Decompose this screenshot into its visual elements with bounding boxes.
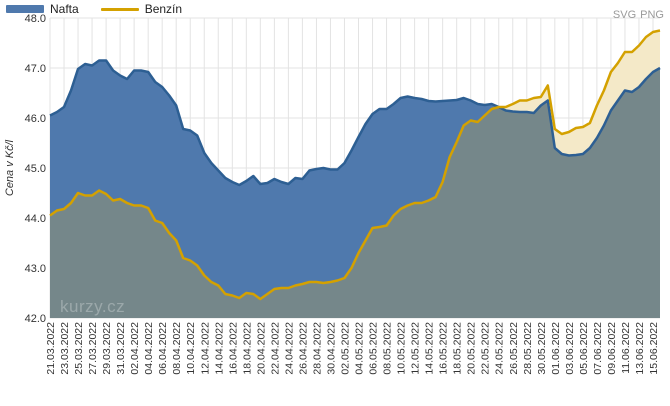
x-tick-label: 29.03.2022 bbox=[101, 322, 113, 375]
x-tick-label: 15.06.2022 bbox=[648, 322, 660, 375]
export-svg-link[interactable]: SVG bbox=[612, 9, 637, 21]
y-tick-label: 46.0 bbox=[25, 113, 46, 125]
benzin-line bbox=[49, 29, 661, 301]
x-tick-label: 30.05.2022 bbox=[536, 322, 548, 375]
x-tick-label: 28.04.2022 bbox=[311, 322, 323, 375]
legend-label-nafta: Nafta bbox=[50, 2, 79, 16]
x-tick-label: 23.03.2022 bbox=[59, 322, 71, 375]
chart-legend: Nafta Benzín bbox=[6, 2, 182, 16]
x-tick-label: 04.05.2022 bbox=[354, 322, 366, 375]
x-tick-label: 22.04.2022 bbox=[269, 322, 281, 375]
x-tick-label: 03.06.2022 bbox=[564, 322, 576, 375]
x-tick-label: 22.05.2022 bbox=[480, 322, 492, 375]
x-tick-label: 26.05.2022 bbox=[508, 322, 520, 375]
x-tick-label: 04.04.2022 bbox=[143, 322, 155, 375]
x-tick-label: 20.05.2022 bbox=[466, 322, 478, 375]
y-tick-label: 45.0 bbox=[25, 163, 46, 175]
y-tick-label: 43.0 bbox=[25, 263, 46, 275]
watermark-logo: kurzy.cz bbox=[60, 297, 125, 316]
x-tick-label: 26.04.2022 bbox=[297, 322, 309, 375]
x-tick-label: 05.06.2022 bbox=[578, 322, 590, 375]
x-tick-label: 12.05.2022 bbox=[410, 322, 422, 375]
legend-label-benzin: Benzín bbox=[144, 2, 183, 16]
x-tick-label: 10.04.2022 bbox=[185, 322, 197, 375]
benzin-swatch-icon bbox=[100, 7, 139, 11]
series-lines bbox=[49, 29, 661, 301]
y-tick-label: 42.0 bbox=[25, 313, 46, 325]
nafta-swatch-icon bbox=[6, 5, 44, 13]
x-tick-label: 02.04.2022 bbox=[129, 322, 141, 375]
x-tick-label: 24.04.2022 bbox=[283, 322, 295, 375]
y-tick-label: 47.0 bbox=[25, 63, 46, 75]
x-tick-label: 01.06.2022 bbox=[550, 322, 562, 375]
export-links: SVG PNG bbox=[613, 9, 664, 21]
x-tick-label: 08.04.2022 bbox=[171, 322, 183, 375]
x-tick-label: 09.06.2022 bbox=[606, 322, 618, 375]
x-tick-label: 24.05.2022 bbox=[494, 322, 506, 375]
x-tick-label: 20.04.2022 bbox=[255, 322, 267, 375]
x-tick-label: 07.06.2022 bbox=[592, 322, 604, 375]
x-tick-label: 16.05.2022 bbox=[438, 322, 450, 375]
legend-item-benzin[interactable]: Benzín bbox=[100, 2, 183, 16]
x-tick-label: 16.04.2022 bbox=[227, 322, 239, 375]
x-tick-label: 27.03.2022 bbox=[87, 322, 99, 375]
y-tick-label: 48.0 bbox=[25, 13, 46, 25]
x-tick-label: 06.05.2022 bbox=[368, 322, 380, 375]
x-tick-label: 02.05.2022 bbox=[340, 322, 352, 375]
x-tick-label: 28.05.2022 bbox=[522, 322, 534, 375]
y-axis-label: Cena v Kč/l bbox=[4, 139, 16, 196]
overlap-area bbox=[50, 68, 660, 318]
x-tick-label: 11.06.2022 bbox=[620, 322, 632, 374]
x-tick-label: 18.05.2022 bbox=[452, 322, 464, 375]
x-tick-label: 08.05.2022 bbox=[382, 322, 394, 375]
series-areas bbox=[50, 30, 660, 318]
x-tick-label: 14.04.2022 bbox=[213, 322, 225, 375]
x-tick-label: 25.03.2022 bbox=[73, 322, 85, 375]
x-axis-ticks: 21.03.2022 23.03.2022 25.03.2022 27.03.2022… bbox=[45, 322, 660, 375]
legend-item-nafta[interactable]: Nafta bbox=[6, 2, 79, 16]
x-tick-label: 12.04.2022 bbox=[199, 322, 211, 375]
y-tick-label: 44.0 bbox=[25, 213, 46, 225]
x-tick-label: 30.04.2022 bbox=[326, 322, 338, 375]
y-axis-ticks: 42.0 43.0 44.0 45.0 46.0 47.0 48.0 bbox=[25, 13, 46, 325]
x-tick-label: 13.06.2022 bbox=[634, 322, 646, 375]
x-tick-label: 18.04.2022 bbox=[241, 322, 253, 375]
export-png-link[interactable]: PNG bbox=[640, 9, 664, 21]
x-tick-label: 14.05.2022 bbox=[424, 322, 436, 375]
x-tick-label: 21.03.2022 bbox=[45, 322, 57, 375]
x-tick-label: 10.05.2022 bbox=[396, 322, 408, 375]
x-tick-label: 06.04.2022 bbox=[157, 322, 169, 375]
x-tick-label: 31.03.2022 bbox=[115, 322, 127, 375]
nafta-line bbox=[49, 59, 661, 187]
